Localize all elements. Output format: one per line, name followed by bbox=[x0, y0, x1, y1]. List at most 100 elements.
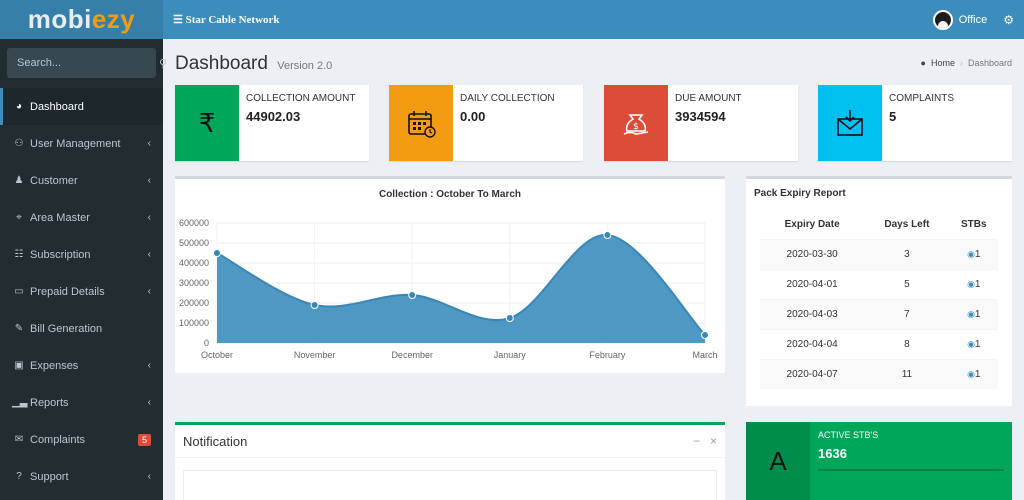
active-stb-value: 1636 bbox=[818, 446, 847, 461]
notification-body bbox=[183, 470, 717, 500]
sidebar-item-customer[interactable]: ♟ Customer ‹ bbox=[0, 162, 163, 199]
sidebar-item-support[interactable]: ? Support ‹ bbox=[0, 458, 163, 495]
calendar-icon bbox=[389, 85, 453, 161]
network-name: Star Cable Network bbox=[185, 14, 280, 26]
eye-icon[interactable]: ◉ bbox=[967, 308, 975, 319]
money-icon: ▣ bbox=[14, 360, 24, 371]
svg-text:₹: ₹ bbox=[199, 109, 216, 139]
eye-icon[interactable]: ◉ bbox=[967, 278, 975, 289]
network-title[interactable]: ☰ Star Cable Network bbox=[173, 14, 280, 26]
page-subtitle: Version 2.0 bbox=[277, 60, 333, 72]
eye-icon[interactable]: ◉ bbox=[967, 368, 975, 379]
chevron-left-icon: ‹ bbox=[147, 397, 151, 408]
x-tick-label: March bbox=[692, 350, 717, 360]
dashboard-icon: ◕ bbox=[15, 101, 23, 112]
stbs-cell[interactable]: ◉1 bbox=[949, 358, 998, 389]
table-row: 2020-03-30 3 ◉1 bbox=[760, 238, 998, 269]
y-tick-label: 500000 bbox=[179, 238, 209, 248]
user-name: Office bbox=[958, 13, 988, 26]
stbs-cell[interactable]: ◉1 bbox=[949, 298, 998, 329]
brand-logo[interactable]: mobiezy bbox=[0, 0, 163, 39]
sidebar-item-bill-generation[interactable]: ✎ Bill Generation bbox=[0, 310, 163, 347]
info-box-label: DUE AMOUNT bbox=[675, 93, 742, 104]
pack-expiry-title: Pack Expiry Report bbox=[754, 188, 846, 199]
map-marker-icon: ⌖ bbox=[16, 212, 22, 223]
stbs-cell[interactable]: ◉1 bbox=[949, 328, 998, 359]
area-fill bbox=[217, 234, 705, 343]
info-box-label: DAILY COLLECTION bbox=[460, 93, 555, 104]
chevron-left-icon: ‹ bbox=[147, 138, 151, 149]
active-stb-box: A ACTIVE STB'S 1636 bbox=[746, 422, 1012, 500]
sidebar-item-reports[interactable]: ▁▃ Reports ‹ bbox=[0, 384, 163, 421]
sidebar-item-prepaid-details[interactable]: ▭ Prepaid Details ‹ bbox=[0, 273, 163, 310]
series-line bbox=[216, 233, 706, 336]
sidebar: ⚲ ◕Dashboard ⚇ User Management ‹ ♟Customer‹ ⌖… bbox=[0, 39, 167, 500]
days-left: 8 bbox=[864, 328, 950, 359]
collection-chart: Collection : October To March 0 100000 2000… bbox=[179, 189, 718, 360]
table-icon: ☷ bbox=[14, 249, 24, 260]
sidebar-item-label: Expenses bbox=[30, 359, 79, 372]
sidebar-item-user-management[interactable]: ⚇ User Management ‹ bbox=[0, 125, 163, 162]
stbs-count: 1 bbox=[974, 368, 981, 380]
y-tick-label: 0 bbox=[204, 338, 209, 348]
sidebar-item-label: Support bbox=[30, 470, 69, 483]
stbs-cell[interactable]: ◉1 bbox=[949, 238, 998, 269]
pack-expiry-table: Expiry Date Days Left STBs 2020-03-30 3 ◉1 20… bbox=[760, 211, 998, 389]
notification-panel: Notification − × bbox=[175, 422, 725, 500]
pack-expiry-panel: Pack Expiry Report Expiry Date Days Left S… bbox=[746, 176, 1012, 406]
search-icon[interactable]: ⚲ bbox=[159, 57, 168, 70]
sidebar-item-label: User Management bbox=[30, 137, 121, 150]
page-title: Dashboard Version 2.0 bbox=[175, 53, 332, 75]
data-point bbox=[603, 231, 612, 239]
days-left: 7 bbox=[864, 298, 950, 329]
money-bag-icon: $ bbox=[604, 85, 668, 161]
eye-icon[interactable]: ◉ bbox=[967, 248, 975, 259]
question-icon: ? bbox=[16, 471, 22, 482]
mail-icon bbox=[818, 85, 882, 161]
user-menu[interactable]: Office bbox=[932, 9, 988, 30]
y-tick-label: 600000 bbox=[179, 218, 209, 228]
expiry-date: 2020-03-30 bbox=[760, 238, 865, 269]
table-row: 2020-04-04 8 ◉1 bbox=[760, 328, 998, 359]
x-tick-label: December bbox=[391, 350, 433, 360]
chart-title: Collection : October To March bbox=[379, 189, 521, 200]
close-icon[interactable]: × bbox=[709, 434, 717, 448]
info-box-complaints: COMPLAINTS 5 bbox=[818, 85, 1012, 161]
expiry-date: 2020-04-07 bbox=[760, 358, 865, 389]
active-stb-progress bbox=[818, 469, 1004, 471]
sidebar-item-label: Complaints bbox=[30, 433, 86, 446]
stbs-count: 1 bbox=[974, 338, 981, 350]
minimize-icon[interactable]: − bbox=[692, 434, 700, 448]
stbs-cell[interactable]: ◉1 bbox=[949, 268, 998, 299]
table-row: 2020-04-03 7 ◉1 bbox=[760, 298, 998, 329]
settings-gears-icon[interactable]: ⚙ bbox=[1003, 12, 1014, 27]
data-point bbox=[213, 249, 221, 257]
sidebar-item-expenses[interactable]: ▣ Expenses ‹ bbox=[0, 347, 163, 384]
eye-icon[interactable]: ◉ bbox=[967, 338, 975, 349]
notification-header: Notification − × bbox=[175, 425, 725, 458]
sidebar-item-label: Reports bbox=[30, 396, 69, 409]
expiry-date: 2020-04-04 bbox=[760, 328, 865, 359]
sidebar-item-complaints[interactable]: ✉ Complaints 5 bbox=[0, 421, 163, 458]
sidebar-item-label: Prepaid Details bbox=[30, 285, 105, 298]
data-point bbox=[505, 314, 514, 322]
sidebar-item-label: Area Master bbox=[30, 211, 90, 224]
notification-title: Notification bbox=[183, 433, 248, 449]
column-header: Expiry Date bbox=[784, 219, 840, 231]
search-input[interactable] bbox=[17, 57, 159, 69]
info-box-value: 44902.03 bbox=[246, 109, 301, 124]
breadcrumb-home[interactable]: Home bbox=[930, 58, 955, 68]
stbs-count: 1 bbox=[974, 308, 981, 320]
info-box-daily-collection: DAILY COLLECTION 0.00 bbox=[389, 85, 583, 161]
sidebar-item-dashboard[interactable]: ◕ Dashboard bbox=[0, 88, 163, 125]
column-header: Days Left bbox=[884, 219, 930, 231]
sidebar-item-subscription[interactable]: ☷ Subscription ‹ bbox=[0, 236, 163, 273]
users-icon: ⚇ bbox=[14, 138, 24, 149]
rupee-icon: ₹ bbox=[175, 85, 239, 161]
page-title-text: Dashboard bbox=[175, 53, 268, 74]
collection-chart-panel: Collection : October To March 0 100000 2000… bbox=[175, 176, 725, 373]
y-tick-label: 300000 bbox=[179, 278, 209, 288]
x-tick-label: November bbox=[294, 350, 336, 360]
sidebar-item-area-master[interactable]: ⌖ Area Master ‹ bbox=[0, 199, 163, 236]
stbs-count: 1 bbox=[974, 278, 981, 290]
